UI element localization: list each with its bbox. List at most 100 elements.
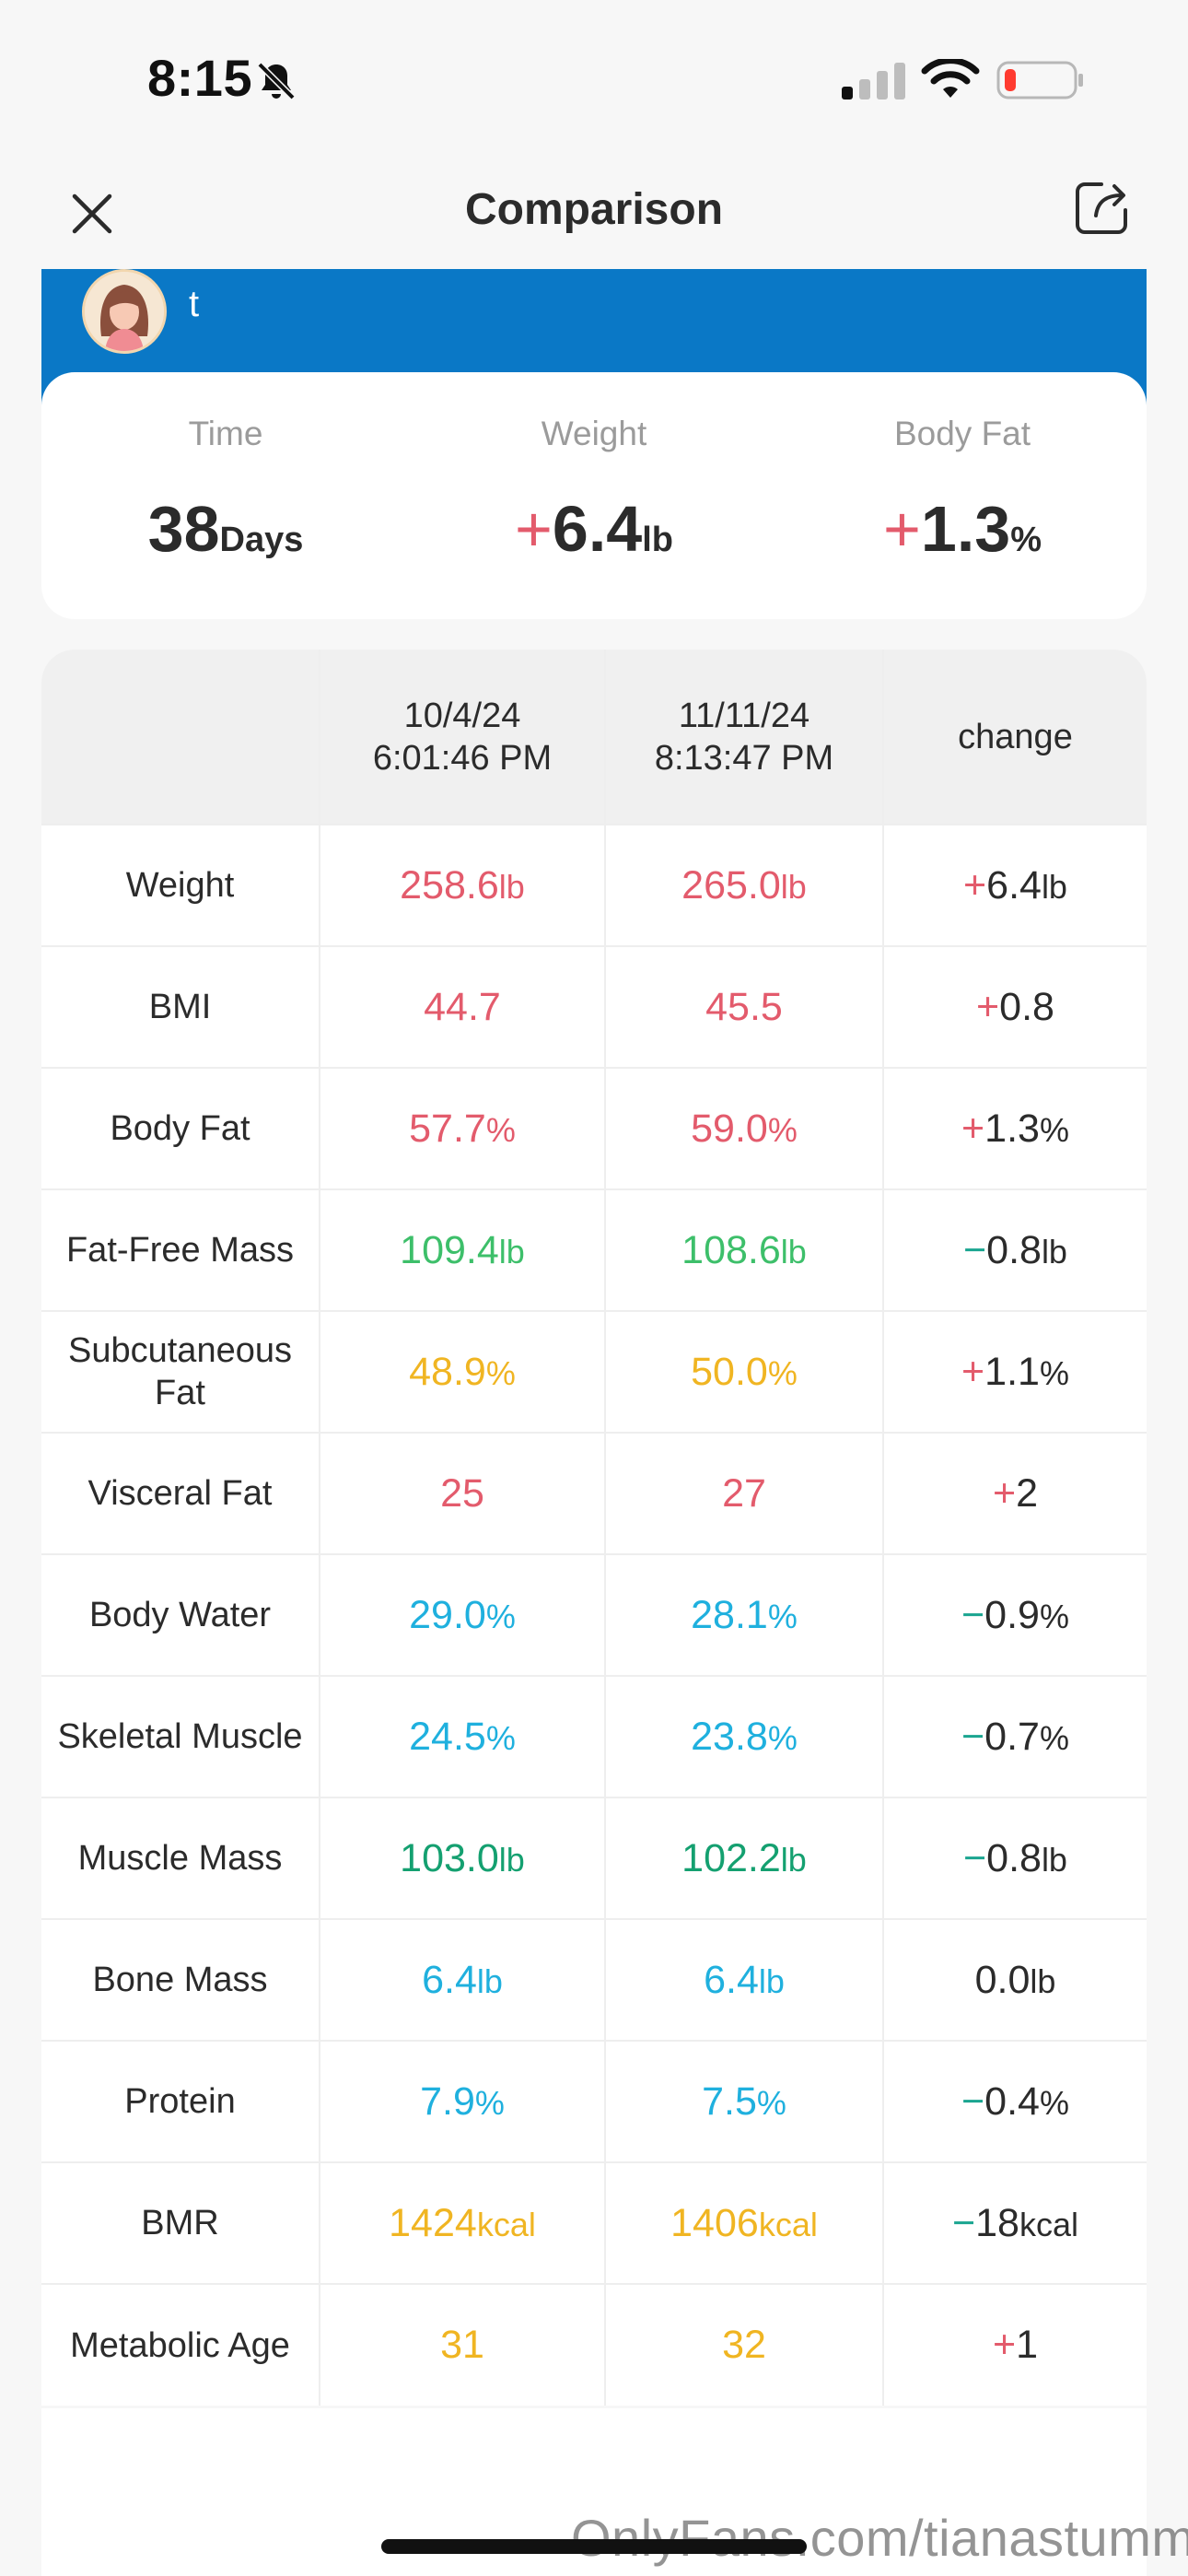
value-number: 59.0 — [691, 1106, 768, 1151]
status-bar: 8:15 — [0, 0, 1188, 157]
comparison-table: 10/4/24 6:01:46 PM 11/11/24 8:13:47 PM cha… — [41, 650, 1147, 2406]
change-value: +1 — [883, 2284, 1147, 2406]
first-value: 24.5% — [320, 1676, 606, 1797]
summary-label: Weight — [541, 415, 647, 452]
change-value: −0.8lb — [883, 1797, 1147, 1919]
change-value: +6.4lb — [883, 825, 1147, 946]
summary-unit: Days — [219, 521, 304, 559]
first-value: 48.9% — [320, 1311, 606, 1433]
cellular-signal-icon — [842, 63, 905, 100]
first-value: 258.6lb — [320, 825, 606, 946]
change-unit: % — [1039, 2083, 1069, 2122]
metric-name: Body Water — [41, 1554, 320, 1676]
value-number: 29.0 — [409, 1592, 486, 1637]
home-indicator[interactable] — [381, 2539, 807, 2554]
table-row: Protein 7.9% 7.5% −0.4% — [41, 2041, 1147, 2162]
first-value: 44.7 — [320, 946, 606, 1068]
second-value: 265.0lb — [605, 825, 884, 946]
second-value: 102.2lb — [605, 1797, 884, 1919]
summary-number: 6.4 — [552, 493, 643, 565]
change-unit: lb — [1041, 867, 1067, 906]
table-row: Fat-Free Mass 109.4lb 108.6lb −0.8lb — [41, 1189, 1147, 1311]
table-row: Weight 258.6lb 265.0lb +6.4lb — [41, 825, 1147, 946]
summary-sign: + — [515, 493, 553, 565]
metric-name: Fat-Free Mass — [41, 1189, 320, 1311]
metric-name: Skeletal Muscle — [41, 1676, 320, 1797]
first-value: 57.7% — [320, 1068, 606, 1189]
second-value: 45.5 — [605, 946, 884, 1068]
change-unit: % — [1039, 1353, 1069, 1392]
value-unit: % — [756, 2083, 786, 2122]
change-unit: % — [1039, 1110, 1069, 1149]
silent-mode-icon — [257, 62, 296, 100]
change-value: +1.3% — [883, 1068, 1147, 1189]
change-number: 0.8 — [986, 1227, 1042, 1272]
value-number: 23.8 — [691, 1714, 768, 1759]
second-value: 59.0% — [605, 1068, 884, 1189]
summary-value: 38Days — [41, 492, 410, 566]
metric-name: Muscle Mass — [41, 1797, 320, 1919]
avatar[interactable] — [82, 269, 167, 354]
change-sign: − — [963, 1835, 987, 1880]
value-number: 48.9 — [409, 1349, 486, 1394]
change-number: 1.1 — [984, 1349, 1040, 1394]
value-number: 103.0 — [400, 1835, 499, 1880]
change-unit: lb — [1041, 1232, 1067, 1270]
first-value: 7.9% — [320, 2041, 606, 2162]
value-unit: lb — [780, 867, 807, 906]
time1: 6:01:46 PM — [372, 738, 553, 778]
change-unit: lb — [1041, 1840, 1067, 1879]
change-number: 1 — [1016, 2323, 1039, 2367]
change-sign: − — [961, 2078, 985, 2124]
second-value: 32 — [605, 2284, 884, 2406]
value-number: 24.5 — [409, 1714, 486, 1759]
change-unit: % — [1039, 1597, 1069, 1635]
value-number: 6.4 — [422, 1957, 477, 2002]
share-button[interactable] — [1068, 175, 1135, 241]
table-row: Body Water 29.0% 28.1% −0.9% — [41, 1554, 1147, 1676]
value-number: 25 — [440, 1470, 484, 1516]
metric-name: Bone Mass — [41, 1919, 320, 2041]
value-unit: lb — [758, 1961, 785, 2000]
change-number: 18 — [975, 2200, 1019, 2245]
second-value: 27 — [605, 1433, 884, 1554]
change-number: 0.9 — [984, 1592, 1040, 1637]
value-number: 57.7 — [409, 1106, 486, 1151]
value-number: 109.4 — [400, 1227, 499, 1272]
change-value: +0.8 — [883, 946, 1147, 1068]
second-value: 50.0% — [605, 1311, 884, 1433]
close-icon — [72, 193, 112, 234]
watermark: OnlyFans.com/tianastummy — [571, 2509, 1188, 2567]
date1: 10/4/24 — [403, 696, 521, 735]
value-number: 28.1 — [691, 1592, 768, 1637]
first-value: 1424kcal — [320, 2162, 606, 2284]
value-number: 50.0 — [691, 1349, 768, 1394]
value-number: 108.6 — [681, 1227, 781, 1272]
summary-value: +1.3% — [778, 492, 1147, 566]
value-number: 7.9 — [420, 2078, 475, 2124]
summary-weight: Weight +6.4lb — [410, 372, 778, 619]
change-value: +1.1% — [883, 1311, 1147, 1433]
change-sign: + — [961, 1106, 985, 1151]
table-row: Muscle Mass 103.0lb 102.2lb −0.8lb — [41, 1797, 1147, 1919]
second-value: 1406kcal — [605, 2162, 884, 2284]
value-unit: lb — [498, 1840, 525, 1879]
close-button[interactable] — [61, 182, 123, 245]
summary-number: 1.3 — [920, 493, 1011, 565]
value-unit: % — [485, 1597, 516, 1635]
page-title: Comparison — [464, 185, 724, 234]
change-number: 1.3 — [984, 1106, 1040, 1151]
change-value: +2 — [883, 1433, 1147, 1554]
change-unit: % — [1039, 1718, 1069, 1757]
change-value: 0.0lb — [883, 1919, 1147, 2041]
change-sign: + — [992, 1470, 1017, 1516]
value-number: 1406 — [670, 2200, 759, 2245]
change-value: −0.9% — [883, 1554, 1147, 1676]
date1-header: 10/4/24 6:01:46 PM — [320, 650, 606, 825]
metric-name: BMR — [41, 2162, 320, 2284]
first-value: 103.0lb — [320, 1797, 606, 1919]
change-value: −0.4% — [883, 2041, 1147, 2162]
time2: 8:13:47 PM — [654, 738, 834, 778]
metric-name: Visceral Fat — [41, 1433, 320, 1554]
summary-card: Time 38Days Weight +6.4lb Body Fat +1.3% — [41, 372, 1147, 619]
